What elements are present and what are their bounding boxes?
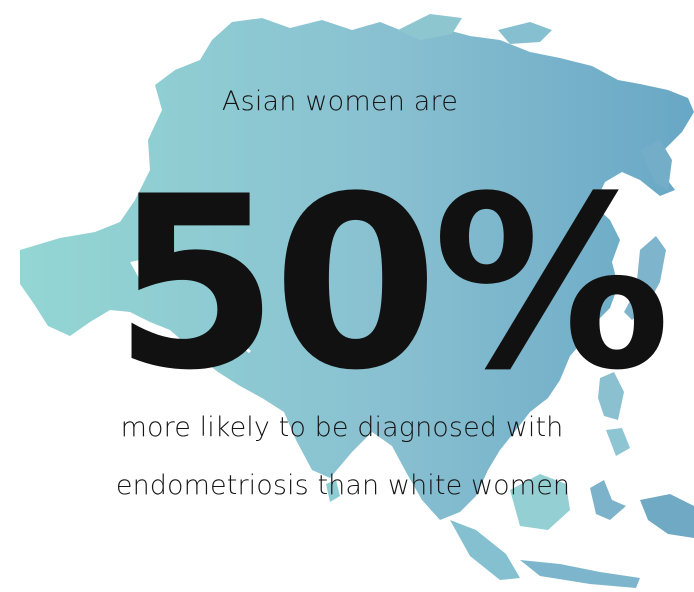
inland-lake [130,258,158,280]
statistic-value: 50% [0,166,694,404]
borneo-shape [510,474,570,530]
description-label-1: more likely to be diagnosed with [120,412,564,443]
sri-lanka-shape [326,480,340,502]
description-line-2: endometriosis than white women [0,470,694,501]
sumatra-shape [450,520,520,580]
intro-label: Asian women are [221,86,459,117]
asia-mainland-shape [20,18,694,520]
description-label-2: endometriosis than white women [115,470,571,501]
philippines-shape [598,372,624,420]
intro-text: Asian women are [0,86,694,117]
statistic-label: 50% [113,146,671,423]
arctic-island-shape-2 [498,22,552,44]
arctic-island-shape [398,14,462,40]
philippines-shape-2 [606,428,630,456]
river-line [149,328,252,354]
new-guinea-shape [640,494,694,538]
sulawesi-shape [590,480,626,520]
java-shape [520,560,640,588]
japan-shape [624,236,666,320]
kamchatka-shape [640,140,672,190]
description-line-1: more likely to be diagnosed with [0,412,694,443]
